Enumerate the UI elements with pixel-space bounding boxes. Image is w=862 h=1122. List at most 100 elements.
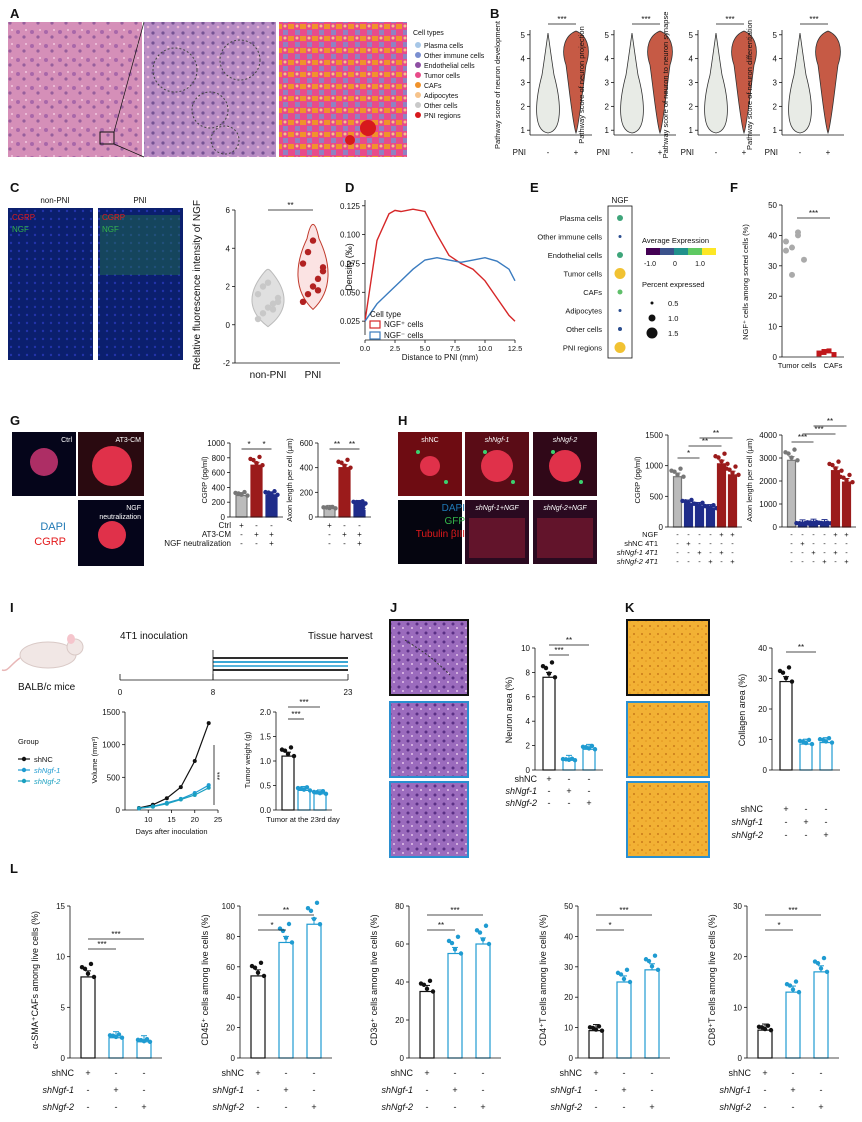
row-label: Adipocytes — [565, 307, 602, 316]
data-point — [783, 238, 789, 245]
colorbar-segment — [660, 248, 674, 255]
data-point — [449, 940, 455, 946]
panel-letter: K — [625, 600, 635, 615]
data-point — [257, 454, 262, 460]
data-point — [730, 470, 735, 475]
data-point — [708, 505, 713, 510]
data-point — [307, 788, 313, 793]
x-tick-label: + — [574, 148, 579, 157]
series-line — [364, 256, 516, 322]
row-label: shNC 4T1 — [624, 539, 658, 548]
x-tick-label: + — [826, 148, 831, 157]
data-point — [823, 739, 829, 744]
data-point — [789, 271, 795, 278]
sign-mark: + — [762, 1068, 767, 1078]
x-tick-label: CAFs — [824, 361, 843, 370]
y-tick-label: 80 — [395, 902, 404, 911]
data-point — [206, 785, 211, 790]
legend-swatch — [369, 331, 381, 340]
x-tick-label: non-PNI — [250, 370, 287, 381]
colorbar-segment — [674, 248, 688, 255]
sign-mark: - — [240, 539, 243, 548]
data-point — [345, 457, 350, 462]
sign-mark: - — [801, 557, 804, 566]
legend-swatch — [415, 82, 421, 88]
row-label: Endothelial cells — [548, 251, 602, 260]
data-point — [88, 961, 94, 967]
data-point — [252, 965, 258, 970]
data-point — [309, 283, 317, 290]
legend-title: Cell types — [413, 30, 444, 37]
data-point — [586, 746, 592, 751]
sign-mark: + — [708, 557, 713, 566]
legend-label: shNgf-2 — [34, 777, 61, 786]
legend-swatch — [415, 62, 421, 68]
y-tick-label: 20 — [564, 993, 573, 1002]
data-point — [430, 989, 436, 994]
sign-mark: - — [823, 530, 826, 539]
y-tick-label: 0 — [659, 523, 664, 532]
data-point — [480, 937, 486, 942]
legend-swatch — [415, 92, 421, 98]
bar-chart: 0 500 1000 1500 — [645, 431, 742, 532]
legend-swatch — [415, 72, 421, 78]
y-tick-label: 10 — [564, 1024, 573, 1033]
data-point — [254, 315, 262, 323]
data-point — [483, 923, 489, 928]
y-tick-label: 30 — [733, 902, 742, 911]
significance-label: * — [270, 921, 273, 930]
bar — [616, 981, 632, 1059]
sign-mark: - — [720, 539, 723, 548]
data-point — [826, 735, 832, 741]
sign-mark: + — [357, 539, 362, 548]
violin-pni-positive — [731, 30, 757, 135]
y-tick-label: 20 — [758, 705, 767, 714]
legend-label: NGF⁻ cells — [384, 331, 423, 340]
sign-mark: - — [482, 1085, 485, 1095]
sign-mark: - — [698, 530, 701, 539]
sign-mark: + — [783, 804, 788, 814]
bar — [475, 943, 491, 1059]
y-axis-label: Axon length per cell (µm) — [745, 438, 754, 522]
violin-pni-positive — [563, 30, 589, 135]
sign-mark: - — [454, 1102, 457, 1112]
x-tick-label: 10.0 — [478, 344, 493, 353]
significance-label: ** — [334, 440, 340, 449]
bar — [419, 990, 435, 1059]
row-label: shNgf-2 — [381, 1102, 413, 1112]
data-point — [289, 940, 295, 945]
bar — [672, 476, 683, 528]
sign-mark: - — [764, 1085, 767, 1095]
y-axis-label: CD4⁺T cells among live cells (%) — [538, 914, 548, 1046]
x-axis-label: Days after inoculation — [135, 827, 207, 836]
data-point — [783, 675, 789, 681]
data-point — [269, 300, 277, 307]
y-tick-label: 0 — [61, 1054, 66, 1063]
row-label: shNgf-1 — [505, 786, 537, 796]
bar-chart: 0 20 40 60 80 — [395, 902, 501, 1063]
data-point — [621, 976, 627, 982]
y-tick-label: 1000 — [102, 741, 120, 750]
legend-label: NGF⁺ cells — [384, 320, 423, 329]
y-tick-label: 2 — [226, 283, 231, 292]
x-axis-label: Distance to PNI (mm) — [402, 353, 479, 362]
size-legend-dot — [650, 301, 654, 305]
sign-mark: - — [87, 1102, 90, 1112]
gfp-cell — [483, 450, 487, 454]
data-point — [719, 459, 724, 464]
sign-mark: - — [764, 1102, 767, 1112]
stain-label: DAPI — [442, 503, 465, 514]
sign-mark: - — [720, 557, 723, 566]
data-point — [681, 474, 686, 479]
y-axis-label: Pathway score of neuron development — [493, 20, 502, 149]
sign-mark: - — [709, 530, 712, 539]
sign-mark: + — [327, 521, 332, 530]
sign-mark: - — [595, 1102, 598, 1112]
sign-mark: - — [709, 539, 712, 548]
bar — [250, 464, 263, 518]
panel-letter: F — [730, 180, 738, 195]
y-tick-label: 80 — [226, 932, 235, 941]
bar-chart: 0 10 20 30 40 50 — [564, 902, 670, 1063]
x-tick-label: + — [742, 148, 747, 157]
